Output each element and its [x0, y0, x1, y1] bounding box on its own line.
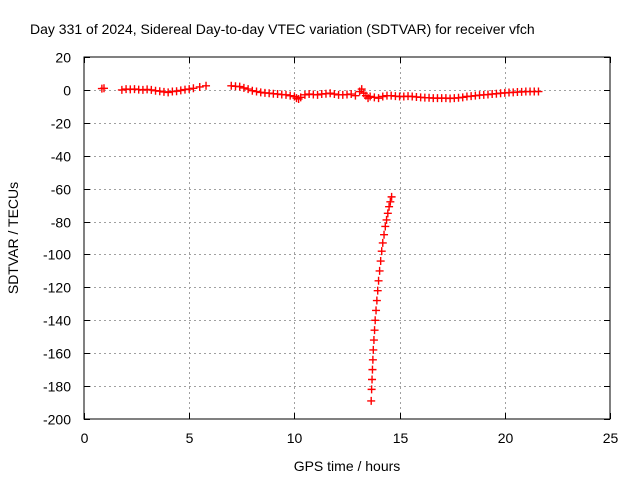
data-point	[369, 336, 378, 345]
data-point	[296, 93, 305, 102]
data-point	[380, 230, 389, 239]
data-point	[383, 209, 392, 218]
data-point	[300, 90, 309, 99]
data-point	[313, 90, 322, 99]
data-point	[202, 81, 211, 90]
y-tick-label: -160	[43, 346, 71, 362]
data-point	[369, 345, 378, 354]
data-points	[97, 81, 543, 405]
data-point	[330, 90, 339, 99]
data-point	[381, 222, 390, 231]
x-tick-label: 5	[186, 430, 194, 446]
data-point	[374, 276, 383, 285]
data-point	[189, 84, 198, 93]
data-point	[376, 257, 385, 266]
y-axis-label: SDTVAR / TECUs	[5, 182, 21, 294]
data-point	[366, 92, 375, 101]
data-point	[195, 82, 204, 91]
data-point	[164, 88, 173, 97]
y-tick-label: -140	[43, 313, 71, 329]
data-point	[172, 87, 181, 96]
data-point	[387, 192, 396, 201]
y-tick-label: -120	[43, 280, 71, 296]
data-point	[386, 197, 395, 206]
data-point	[357, 85, 366, 94]
data-point	[235, 82, 244, 91]
data-point	[117, 85, 126, 94]
data-point	[371, 316, 380, 325]
data-point	[239, 83, 248, 92]
data-point	[248, 86, 257, 95]
data-point	[458, 93, 467, 102]
data-point	[375, 266, 384, 275]
y-tick-label: -40	[51, 149, 71, 165]
data-point	[377, 247, 386, 256]
data-point	[382, 215, 391, 224]
y-tick-label: -100	[43, 247, 71, 263]
plot-frame	[83, 56, 611, 420]
data-point	[99, 84, 108, 93]
data-point	[373, 286, 382, 295]
data-point	[370, 326, 379, 335]
data-point	[367, 396, 376, 405]
data-point	[351, 91, 360, 100]
axis-ticks: 20 0 -20 -40 -60 -80 -100 -120 -140 -160 -180 -200 0…	[43, 50, 619, 447]
data-point	[385, 202, 394, 211]
data-point	[370, 93, 379, 102]
data-point	[372, 306, 381, 315]
x-tick-label: 10	[287, 430, 303, 446]
y-tick-label: 20	[55, 50, 71, 66]
y-tick-label: -180	[43, 379, 71, 395]
data-point	[368, 375, 377, 384]
data-point	[252, 87, 261, 96]
data-point	[281, 90, 290, 99]
data-point	[326, 89, 335, 98]
data-point	[147, 85, 156, 94]
x-axis-label: GPS time / hours	[294, 458, 401, 474]
data-point	[368, 365, 377, 374]
x-tick-label: 20	[498, 430, 514, 446]
data-point	[347, 90, 356, 99]
x-tick-label: 25	[603, 430, 619, 446]
data-point	[176, 86, 185, 95]
data-point	[244, 85, 253, 94]
y-tick-label: -80	[51, 215, 71, 231]
chart-title: Day 331 of 2024, Sidereal Day-to-day VTE…	[30, 21, 535, 37]
data-point	[368, 355, 377, 364]
data-point	[378, 92, 387, 101]
data-point	[374, 94, 383, 103]
y-tick-label: -200	[43, 412, 71, 428]
data-point	[372, 296, 381, 305]
y-tick-label: -60	[51, 182, 71, 198]
grid	[84, 57, 610, 419]
x-tick-label: 0	[81, 430, 89, 446]
data-point	[378, 238, 387, 247]
data-point	[286, 91, 295, 100]
y-tick-label: -20	[51, 116, 71, 132]
data-point	[367, 385, 376, 394]
data-point	[185, 85, 194, 94]
y-tick-label: 0	[63, 83, 71, 99]
data-point	[534, 87, 543, 96]
x-tick-label: 15	[393, 430, 409, 446]
